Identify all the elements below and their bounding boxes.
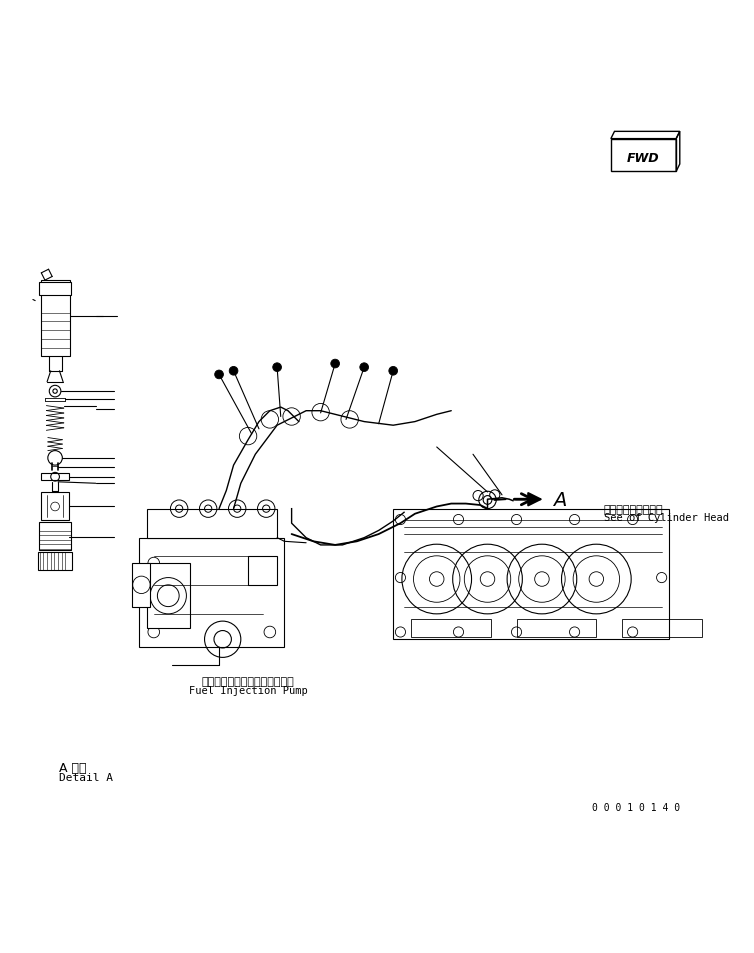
Bar	[41, 281, 69, 357]
Bar	[39, 523, 71, 551]
Text: Fuel Injection Pump: Fuel Injection Pump	[188, 685, 308, 696]
Bar	[412, 619, 491, 638]
Bar	[622, 619, 701, 638]
Text: A 詳細: A 詳細	[60, 761, 87, 775]
Polygon shape	[146, 509, 277, 538]
Text: A: A	[553, 491, 566, 510]
Polygon shape	[139, 538, 284, 647]
Circle shape	[229, 367, 238, 375]
Bar	[41, 493, 69, 520]
Circle shape	[273, 363, 281, 372]
Text: 0 0 0 1 0 1 4 0: 0 0 0 1 0 1 4 0	[592, 802, 680, 812]
Circle shape	[360, 363, 369, 372]
Bar	[39, 282, 71, 295]
Bar	[146, 563, 190, 629]
Bar	[41, 474, 69, 481]
Circle shape	[215, 371, 223, 379]
Bar	[248, 557, 277, 585]
Circle shape	[331, 360, 339, 369]
Bar	[516, 619, 596, 638]
Text: シリンダヘッド参照: シリンダヘッド参照	[604, 504, 664, 514]
Polygon shape	[393, 509, 669, 639]
Bar	[38, 553, 72, 571]
Text: フェルインジェクションポンプ: フェルインジェクションポンプ	[202, 676, 295, 686]
Text: FWD: FWD	[627, 152, 660, 165]
Text: See of Cylinder Head: See of Cylinder Head	[604, 513, 728, 523]
Bar	[132, 563, 150, 607]
Text: Detail A: Detail A	[60, 772, 113, 782]
Circle shape	[389, 367, 397, 375]
